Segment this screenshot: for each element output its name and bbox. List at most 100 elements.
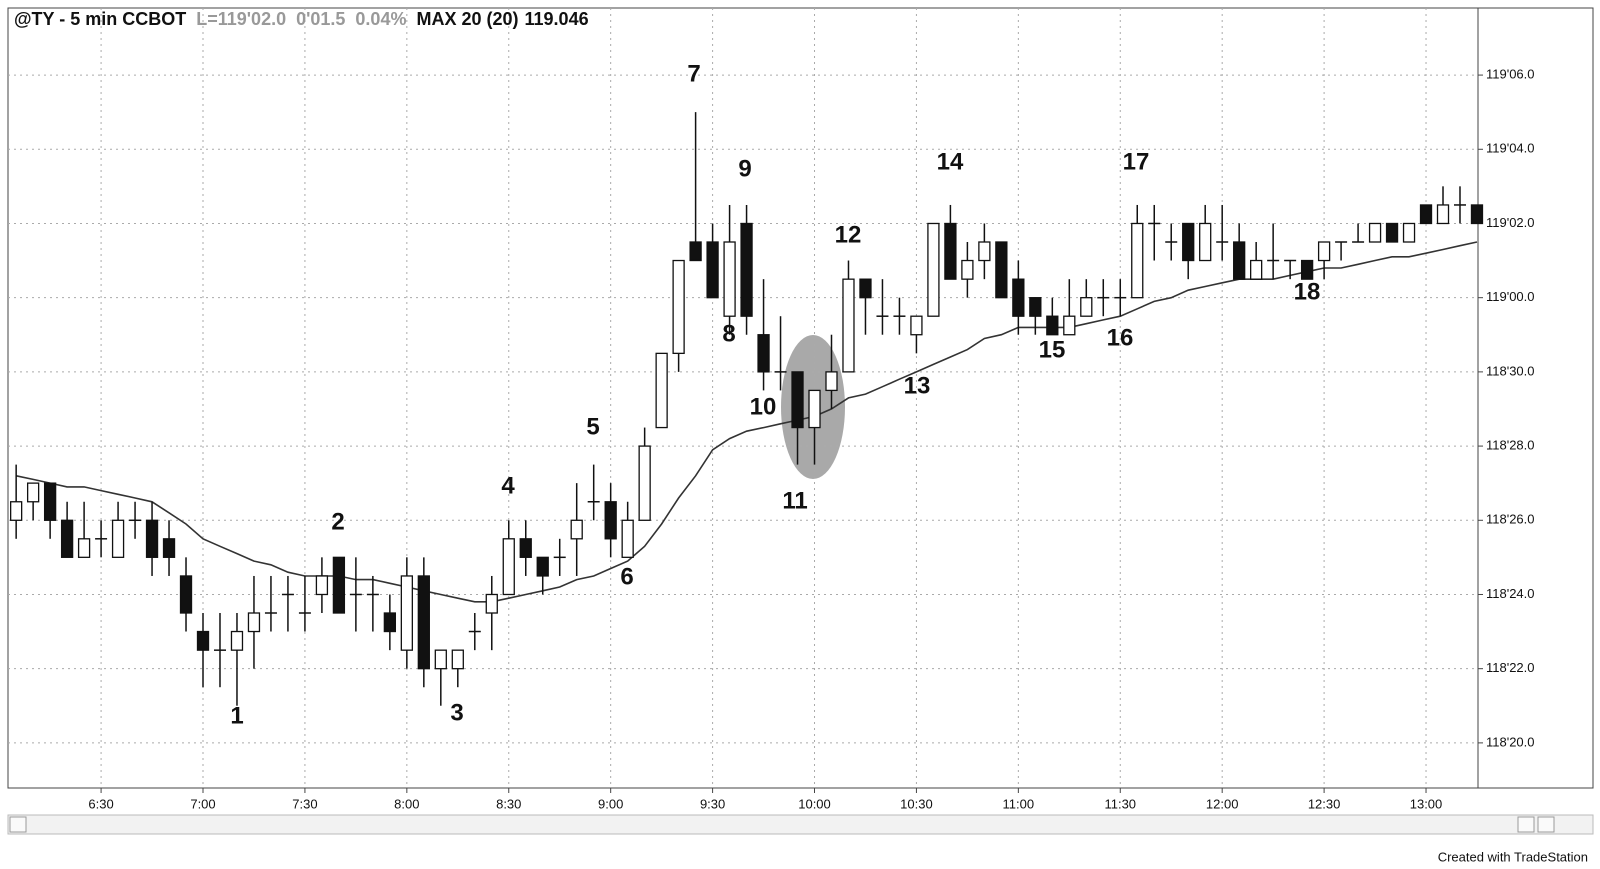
x-tick-label: 10:30 (900, 796, 933, 811)
candle-body (315, 575, 329, 596)
candle-body (638, 445, 651, 521)
x-tick-label: 7:30 (292, 796, 317, 811)
candle-body (1063, 315, 1076, 336)
candle-body (60, 519, 74, 558)
annotation: 16 (1107, 324, 1134, 351)
candle-body (179, 575, 193, 614)
annotation: 10 (750, 393, 777, 420)
candle-body (961, 259, 974, 280)
pct: 0.04% (355, 9, 406, 29)
candle-body (910, 315, 923, 336)
candle-body (655, 352, 668, 429)
moving-average (16, 241, 1478, 603)
candle-body (400, 575, 413, 651)
x-tick-label: 7:00 (190, 796, 215, 811)
annotation: 6 (620, 563, 633, 590)
y-tick-label: 119'02.0 (1486, 215, 1535, 230)
candle-body (111, 519, 125, 558)
candle-body (1012, 278, 1025, 317)
x-tick-label: 12:00 (1206, 796, 1239, 811)
candle-body (1317, 241, 1331, 262)
annotation: 18 (1294, 278, 1321, 305)
x-tick-label: 10:00 (798, 796, 831, 811)
candle-body (145, 519, 159, 558)
x-tick-label: 12:30 (1308, 796, 1341, 811)
annotation: 12 (835, 221, 862, 248)
x-tick-label: 8:00 (394, 796, 419, 811)
scroll-left[interactable] (9, 816, 27, 833)
annotation: 14 (937, 148, 964, 175)
y-tick-label: 119'06.0 (1486, 67, 1535, 82)
indicator-name: MAX 20 (20) (416, 9, 518, 29)
scroll-thumb[interactable] (1517, 816, 1535, 833)
last: L=119'02.0 (196, 9, 286, 29)
candle-body (672, 259, 685, 355)
candle-body (10, 501, 23, 521)
candle-body (570, 519, 583, 540)
annotation: 1 (230, 702, 243, 729)
x-tick-label: 13:00 (1410, 796, 1443, 811)
y-tick-label: 118'30.0 (1486, 363, 1535, 378)
candle-body (706, 241, 719, 299)
candle-body (995, 241, 1008, 299)
annotation: 8 (722, 320, 735, 347)
candle-body (1300, 259, 1314, 280)
annotation: 11 (782, 487, 807, 514)
change: 0'01.5 (296, 9, 345, 29)
candle-body (1436, 204, 1450, 225)
candle-body (842, 278, 855, 373)
annotation: 2 (331, 508, 344, 535)
y-tick-label: 118'22.0 (1486, 660, 1535, 675)
candle-body (978, 241, 991, 262)
scrollbar[interactable] (7, 814, 1594, 835)
candle-body (383, 612, 397, 633)
candle-body (417, 575, 430, 670)
annotation: 17 (1123, 148, 1150, 175)
candle-body (1470, 204, 1484, 225)
annotation: 13 (904, 372, 931, 399)
y-tick-label: 118'24.0 (1486, 586, 1535, 601)
candle-body (757, 334, 770, 373)
marks (10, 112, 1484, 706)
x-tick-label: 8:30 (496, 796, 521, 811)
candle-body (723, 241, 736, 317)
candle-body (162, 538, 176, 558)
annotation: 15 (1039, 336, 1066, 363)
candle-body (502, 538, 515, 596)
candle-body (485, 593, 498, 614)
candle-body (808, 389, 821, 429)
candle-body (689, 241, 702, 262)
header: @TY - 5 min CCBOT L=119'02.0 0'01.5 0.04% MA… (14, 9, 589, 29)
candle-body (196, 630, 210, 651)
candle-body (1419, 204, 1433, 225)
candle-body (519, 538, 532, 558)
candle-body (1402, 222, 1416, 243)
candle-body (332, 556, 346, 614)
candle-body (77, 538, 91, 558)
annotation: 5 (586, 413, 599, 440)
candle-body (740, 222, 753, 317)
candle-body (1029, 297, 1042, 317)
candle-body (859, 278, 872, 299)
annotation: 3 (450, 699, 463, 726)
candle-body (1131, 222, 1144, 299)
candle-body (1368, 222, 1382, 243)
annotation: 9 (738, 155, 751, 182)
candle-body (43, 482, 57, 521)
candle-body (247, 612, 261, 633)
candle-body (927, 222, 940, 317)
y-tick-label: 118'26.0 (1486, 512, 1535, 527)
annotation: 7 (687, 60, 700, 87)
x-tick-label: 9:00 (598, 796, 623, 811)
candle-body (26, 482, 40, 503)
candle-body (1080, 297, 1093, 317)
x-tick-label: 11:30 (1104, 796, 1136, 811)
candle-body (1385, 222, 1399, 243)
candle-body (604, 501, 617, 540)
candle-body (944, 222, 957, 280)
candle-body (230, 630, 244, 651)
indicator-value: 119.046 (525, 9, 589, 29)
symbol: @TY - 5 min CCBOT (14, 9, 186, 29)
scroll-right[interactable] (1537, 816, 1555, 833)
